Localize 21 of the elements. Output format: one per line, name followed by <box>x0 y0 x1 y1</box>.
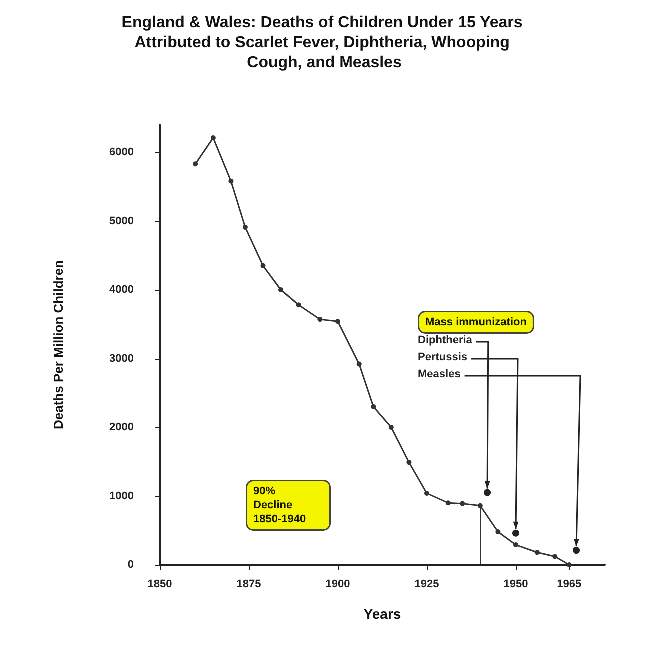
annotation: Pertussis <box>418 352 468 364</box>
annotation: 90% Decline 1850-1940 <box>254 486 306 526</box>
x-tick-label: 1965 <box>557 578 582 590</box>
annotation: Mass immunization <box>426 316 528 328</box>
x-tick-label: 1850 <box>148 578 172 590</box>
annotation: Measles <box>418 368 461 380</box>
y-tick-label: 1000 <box>110 490 134 502</box>
y-tick-label: 0 <box>128 559 134 571</box>
y-tick-label: 2000 <box>110 422 134 434</box>
x-axis-title: Years <box>364 606 402 622</box>
x-tick-label: 1925 <box>414 578 440 590</box>
x-tick-label: 1950 <box>504 578 528 590</box>
y-tick-label: 5000 <box>110 215 134 228</box>
y-tick-label: 3000 <box>110 352 134 365</box>
annotation: Diphtheria <box>418 334 474 346</box>
y-tick-label: 4000 <box>110 284 134 296</box>
x-tick-label: 1875 <box>236 578 262 590</box>
chart-title: England & Wales: Deaths of Children Under 15 Years Attributed to Scarlet Fever, Diphtheria, Whooping Cough, and Measles <box>122 14 528 72</box>
y-axis-title: Deaths Per Million Children <box>51 260 66 430</box>
x-tick-label: 1900 <box>326 578 350 590</box>
y-tick-label: 6000 <box>110 146 134 158</box>
